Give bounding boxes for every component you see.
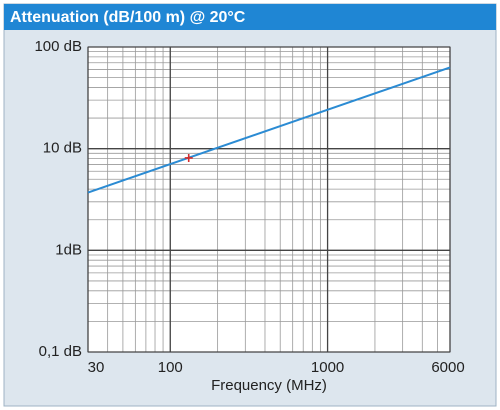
chart-title: Attenuation (dB/100 m) @ 20°C	[10, 9, 246, 26]
y-tick-label: 10 dB	[43, 140, 82, 157]
marker	[184, 153, 193, 162]
plot-area	[87, 46, 451, 353]
x-tick-label: 6000	[431, 359, 464, 376]
x-axis-label: Frequency (MHz)	[211, 377, 327, 394]
x-tick-label: 1000	[311, 359, 344, 376]
y-tick-label: 1dB	[55, 241, 82, 258]
line	[87, 66, 451, 194]
y-tick-label: 0,1 dB	[39, 343, 82, 360]
x-tick-label: 100	[158, 359, 183, 376]
title-bar	[4, 4, 496, 30]
y-tick-label: 100 dB	[34, 38, 82, 55]
x-tick-label: 30	[88, 359, 105, 376]
